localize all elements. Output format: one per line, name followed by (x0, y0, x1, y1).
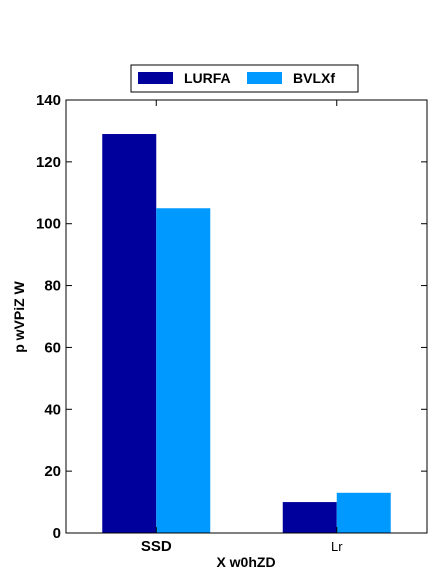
y-axis: 0 20 40 60 80 100 120 140 (36, 92, 427, 542)
y-tick-label: 20 (44, 463, 61, 480)
x-tick-label-ssd: SSD (141, 538, 172, 555)
legend-label-lurfa: LURFA (184, 70, 231, 86)
y-tick-label: 140 (36, 92, 61, 109)
x-axis-label: X w0hZD (216, 554, 275, 570)
bar-lurfa-lr (282, 502, 337, 533)
legend-label-bvlxf: BVLXf (293, 70, 335, 86)
bar-bvlxf-ssd (156, 208, 211, 533)
x-axis: SSD Lr (141, 100, 343, 555)
y-axis-label: p wVPiZ W (11, 280, 27, 352)
y-tick-label: 80 (44, 278, 61, 295)
y-tick-label: 120 (36, 154, 61, 171)
y-tick-label: 60 (44, 339, 61, 356)
bar-bvlxf-lr (336, 492, 391, 533)
y-tick-label: 40 (44, 401, 61, 418)
y-tick-label: 0 (53, 525, 61, 542)
y-tick-label: 100 (36, 216, 61, 233)
plot-area-frame (65, 99, 428, 534)
bar-lurfa-ssd (102, 134, 157, 533)
legend: LURFA BVLXf (130, 64, 359, 93)
legend-swatch-lurfa (138, 72, 173, 84)
x-tick-label-lr: Lr (331, 539, 343, 554)
legend-swatch-bvlxf (247, 72, 282, 84)
bars (102, 134, 391, 533)
